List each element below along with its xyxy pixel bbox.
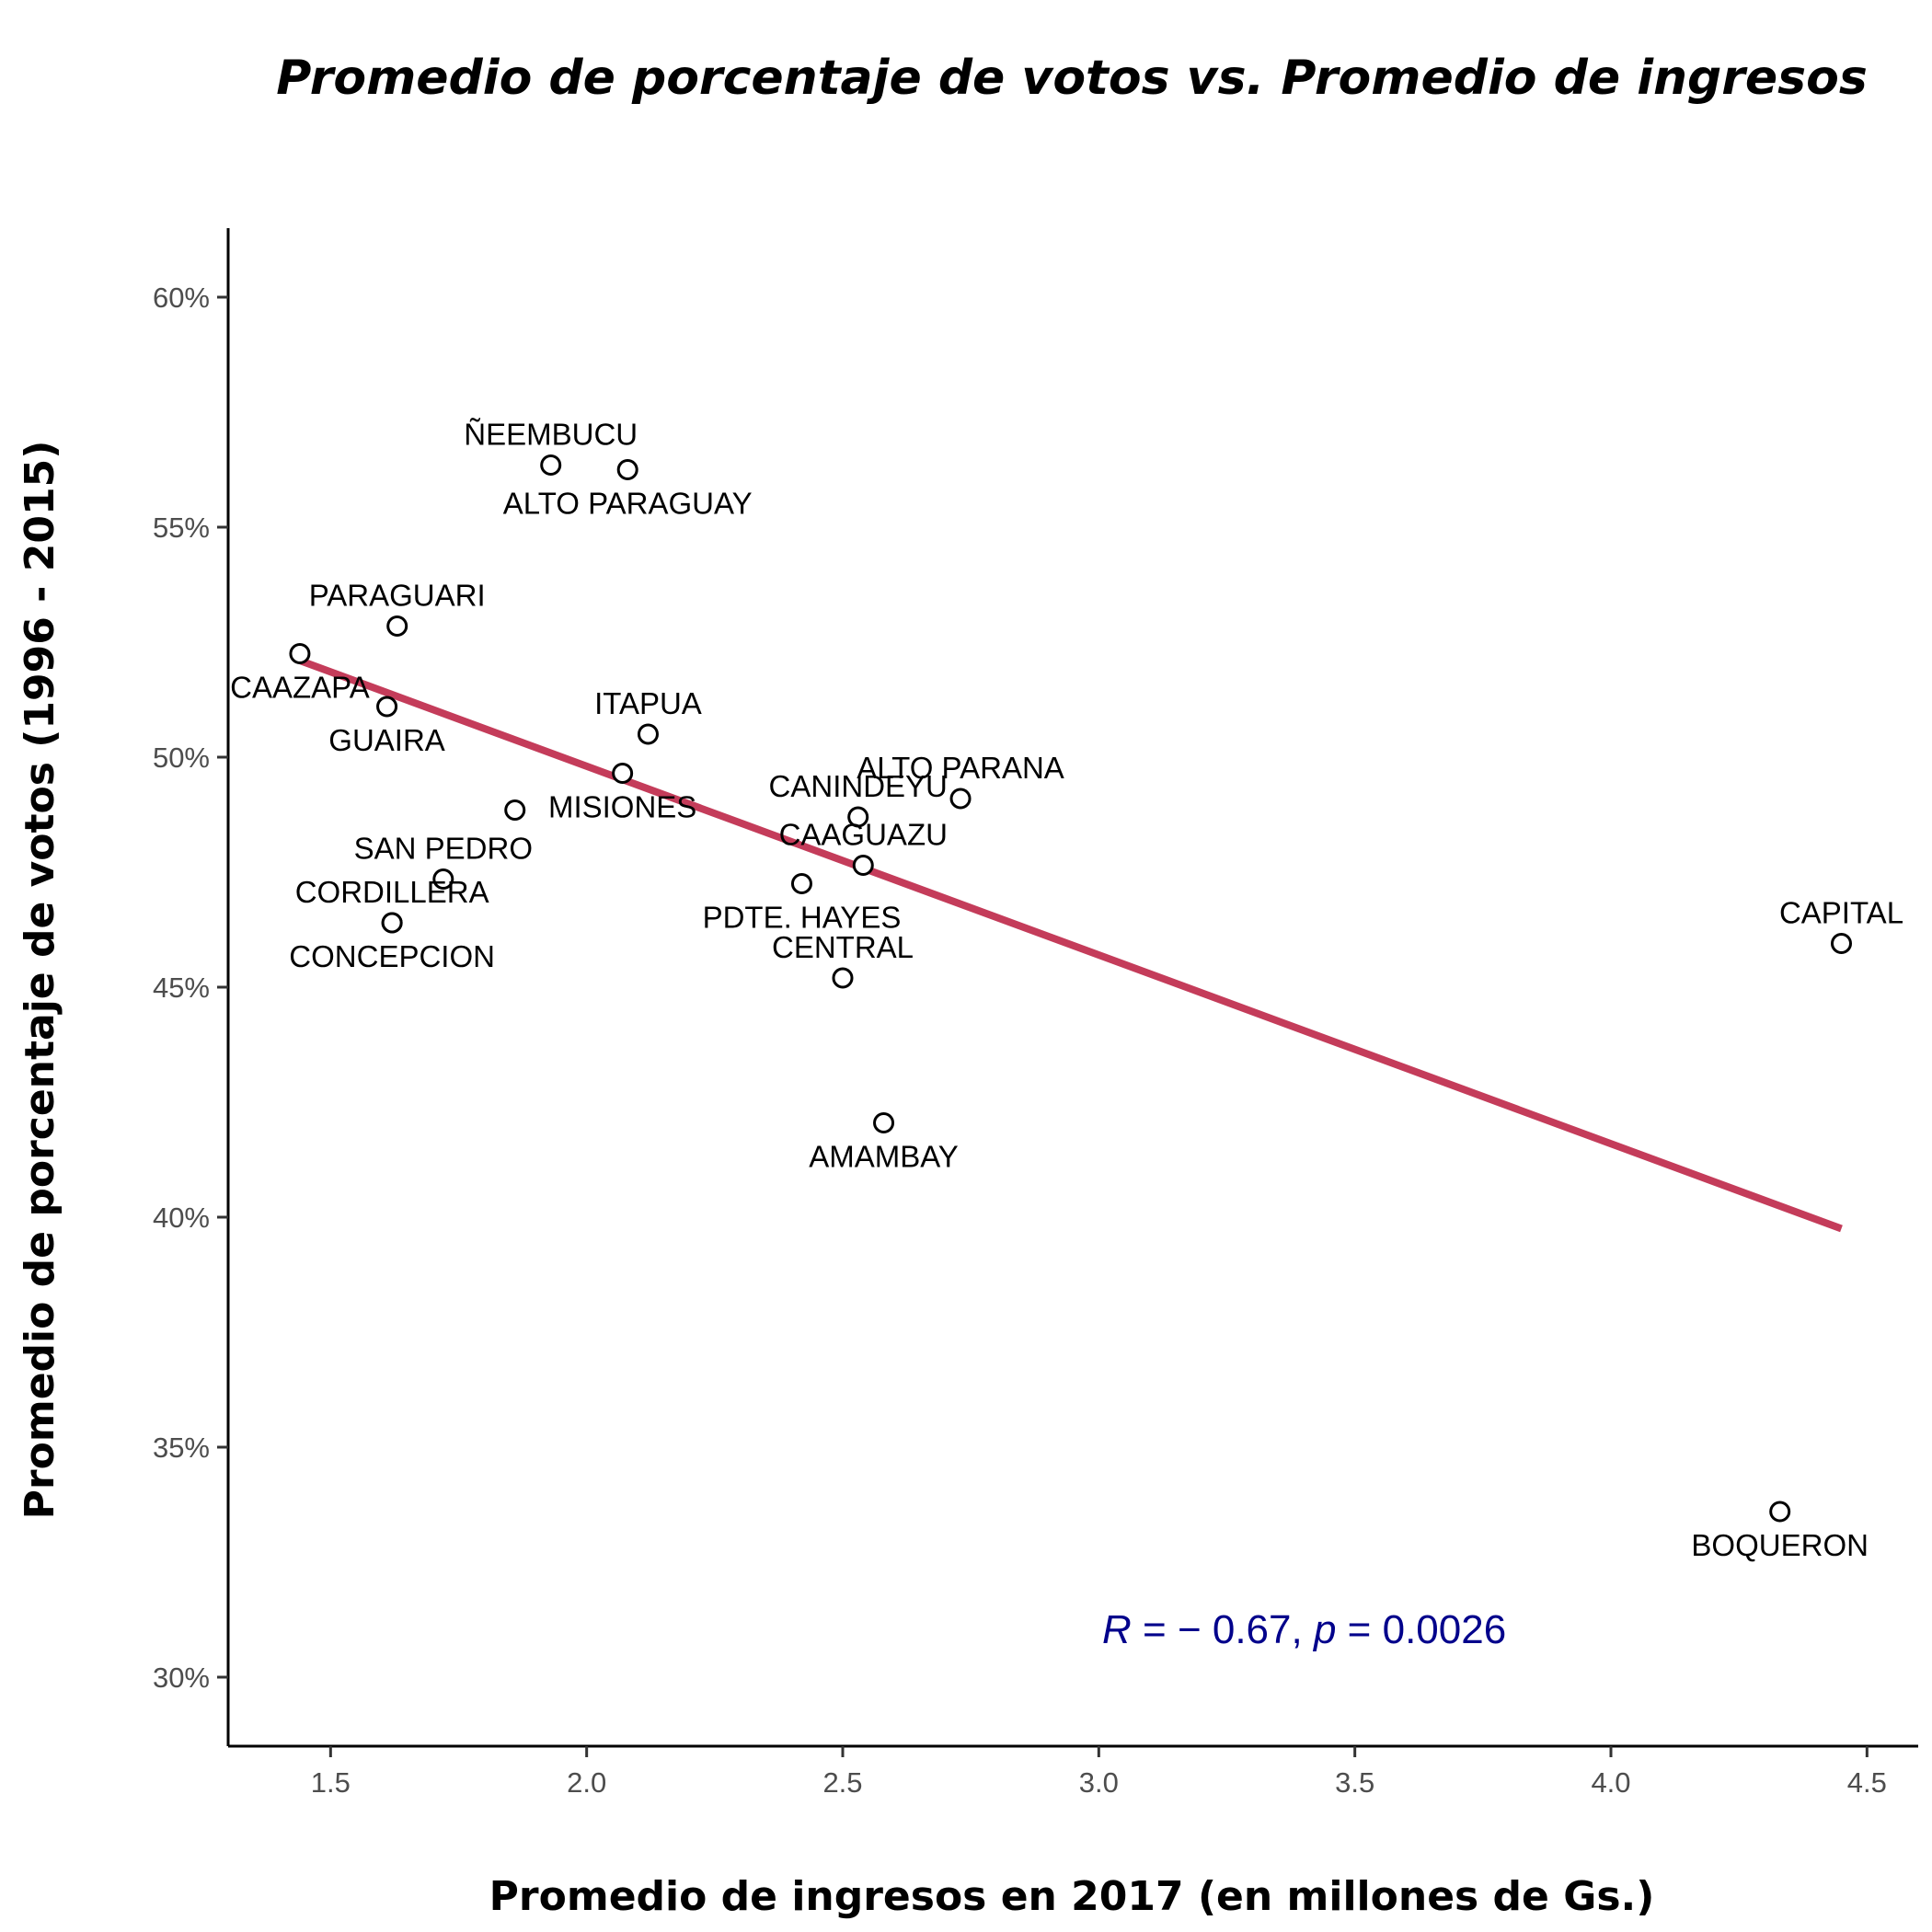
annotation-eq-1: = (1132, 1607, 1178, 1652)
chart-title: Promedio de porcentaje de votos vs. Prom… (276, 51, 1868, 106)
y-tick-label: 40% (153, 1202, 210, 1234)
x-tick-label: 2.5 (822, 1766, 862, 1799)
point-label: GUAIRA (328, 723, 445, 757)
data-point (504, 799, 526, 821)
point-label: ÑEEMBUCU (464, 418, 638, 452)
data-point (432, 868, 454, 890)
data-point (949, 788, 972, 810)
data-point (381, 912, 403, 934)
annotation-p-value: 0.0026 (1383, 1607, 1507, 1652)
point-label: CONCEPCION (289, 939, 495, 973)
y-tick-label: 45% (153, 972, 210, 1004)
data-point (873, 1112, 895, 1133)
point-label: ALTO PARANA (857, 751, 1064, 785)
data-point (637, 723, 659, 745)
point-label: PDTE. HAYES (703, 901, 902, 935)
y-axis-title: Promedio de porcentaje de votos (1996 - … (17, 441, 63, 1520)
point-label: CANINDEYU (769, 769, 948, 803)
y-tick-label: 60% (153, 282, 210, 314)
correlation-annotation: R = − 0.67, p = 0.0026 (1102, 1607, 1506, 1652)
point-label: CENTRAL (772, 930, 914, 964)
data-point (847, 806, 869, 828)
data-point (616, 459, 638, 480)
point-label: MISIONES (548, 790, 696, 824)
x-axis-title: Promedio de ingresos en 2017 (en millone… (489, 1873, 1655, 1920)
data-point (289, 643, 311, 664)
annotation-sep: , (1292, 1607, 1314, 1652)
data-point (386, 615, 408, 637)
x-tick-label: 3.0 (1079, 1766, 1119, 1799)
x-tick-label: 3.5 (1335, 1766, 1374, 1799)
annotation-r-symbol: R (1102, 1607, 1132, 1652)
x-tick-label: 4.5 (1847, 1766, 1887, 1799)
data-point (1769, 1501, 1791, 1523)
annotation-eq-2: = (1336, 1607, 1382, 1652)
data-point (612, 763, 634, 784)
data-point (790, 873, 812, 894)
point-label: CORDILLERA (295, 875, 489, 909)
x-tick-label: 4.0 (1591, 1766, 1630, 1799)
y-tick-label: 50% (153, 742, 210, 774)
point-label: CAPITAL (1779, 896, 1903, 930)
x-tick-label: 1.5 (311, 1766, 351, 1799)
point-label: CAAGUAZU (779, 818, 948, 852)
data-point (832, 967, 854, 989)
point-label: CAAZAPA (230, 671, 370, 705)
point-label: AMAMBAY (809, 1140, 959, 1174)
y-tick-label: 55% (153, 512, 210, 544)
annotation-p-symbol: p (1312, 1607, 1336, 1652)
data-point (1831, 933, 1852, 954)
point-label: PARAGUARI (309, 579, 486, 613)
x-tick-label: 2.0 (567, 1766, 606, 1799)
y-tick-label: 35% (153, 1432, 210, 1464)
annotation-r-value: − 0.67 (1178, 1607, 1292, 1652)
point-label: ITAPUA (594, 686, 702, 720)
data-point (540, 454, 562, 476)
regression-line (298, 657, 1843, 1233)
data-point (376, 696, 398, 718)
plot-area: 30% 35% 40% 45% 50% 55% 60% 1.5 2.0 2.5 3.0 3.5 4.0 4… (153, 228, 1918, 1799)
point-label: BOQUERON (1691, 1528, 1869, 1562)
data-point (852, 855, 874, 876)
y-tick-label: 30% (153, 1662, 210, 1694)
point-label: SAN PEDRO (354, 832, 533, 866)
point-label: ALTO PARAGUAY (503, 487, 753, 521)
